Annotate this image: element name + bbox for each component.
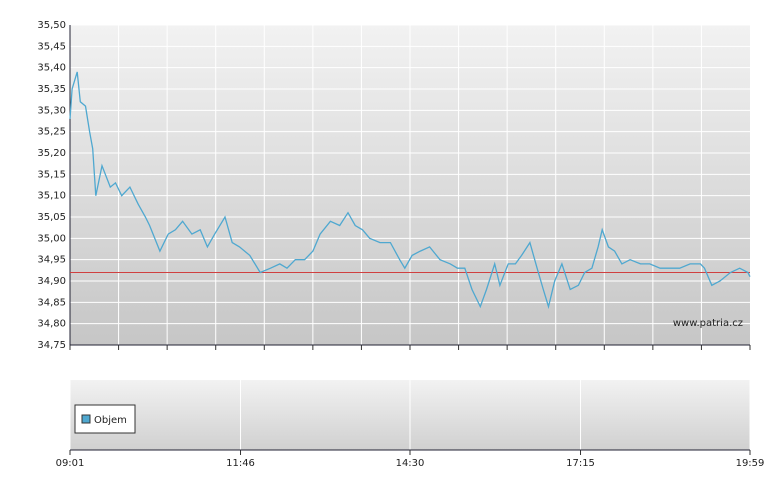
y-tick-label: 34,95 (37, 255, 66, 266)
y-tick-label: 35,15 (37, 169, 66, 180)
y-tick-label: 35,45 (37, 41, 66, 52)
y-tick-label: 35,00 (37, 233, 66, 244)
x-tick-label: 14:30 (396, 458, 425, 469)
watermark: www.patria.cz (673, 318, 743, 329)
price-line (69, 71, 751, 310)
y-tick-label: 34,80 (37, 319, 66, 330)
x-tick-label: 17:15 (566, 458, 595, 469)
y-tick-label: 35,20 (37, 148, 66, 159)
x-tick-label: 09:01 (56, 458, 85, 469)
y-tick-label: 35,50 (37, 20, 66, 31)
x-tick-label: 19:59 (736, 458, 765, 469)
y-tick-label: 35,40 (37, 63, 66, 74)
y-tick-label: 34,85 (37, 297, 66, 308)
volume-legend-swatch (81, 414, 91, 424)
y-tick-label: 35,05 (37, 212, 66, 223)
y-tick-label: 35,25 (37, 127, 66, 138)
y-tick-label: 35,35 (37, 84, 66, 95)
y-tick-label: 35,10 (37, 191, 66, 202)
volume-legend: Objem (94, 415, 127, 426)
y-tick-label: 34,90 (37, 276, 66, 287)
y-tick-label: 34,75 (37, 340, 66, 351)
x-tick-label: 11:46 (226, 458, 255, 469)
y-tick-label: 35,30 (37, 105, 66, 116)
